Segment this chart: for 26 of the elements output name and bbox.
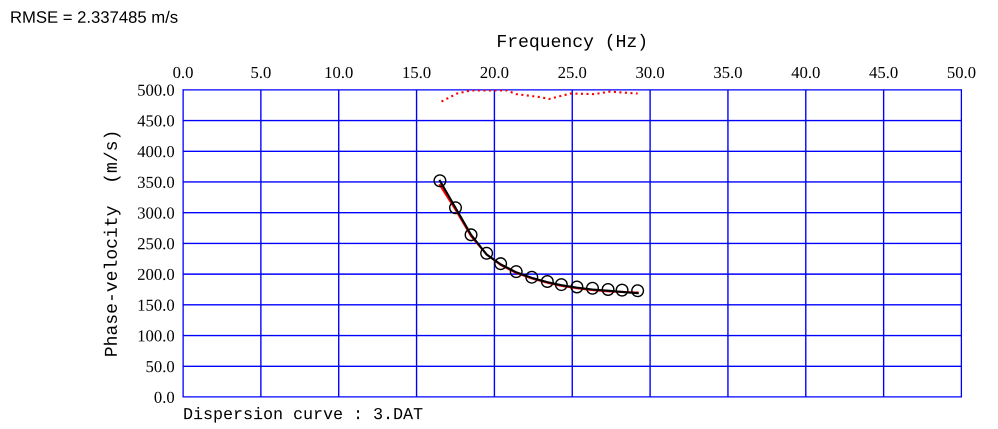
y-tick-label: 100.0 [138,330,174,342]
y-axis-title: Phase-velocity (m/s) [104,132,121,356]
x-tick-label: 0.0 [173,66,193,78]
y-tick-label: 450.0 [138,115,174,127]
y-tick-label: 50.0 [146,360,174,372]
x-tick-label: 15.0 [403,66,431,78]
x-tick-label: 10.0 [326,66,353,78]
x-tick-label: 45.0 [869,66,898,78]
x-tick-label: 40.0 [792,66,820,78]
y-tick-label: 250.0 [138,238,174,250]
x-tick-label: 5.0 [251,66,271,78]
x-tick-label: 30.0 [636,66,664,78]
text: RMSE = 2.337485 m/s [11,10,178,23]
text: Dispersion curve : 3.DAT [184,407,422,423]
x-tick-label: 50.0 [948,66,976,78]
x-tick-label: 35.0 [714,66,742,78]
x-tick-label: 20.0 [480,66,508,78]
y-tick-label: 400.0 [138,146,174,158]
y-tick-label: 150.0 [138,300,174,311]
y-tick-label: 350.0 [138,176,174,188]
x-tick-label: 25.0 [558,66,586,78]
y-tick-label: 0.0 [154,392,174,404]
x-axis-title: Frequency (Hz) [498,34,646,51]
y-tick-label: 500.0 [138,84,174,96]
y-tick-label: 200.0 [138,268,174,280]
y-tick-label: 300.0 [138,207,174,219]
